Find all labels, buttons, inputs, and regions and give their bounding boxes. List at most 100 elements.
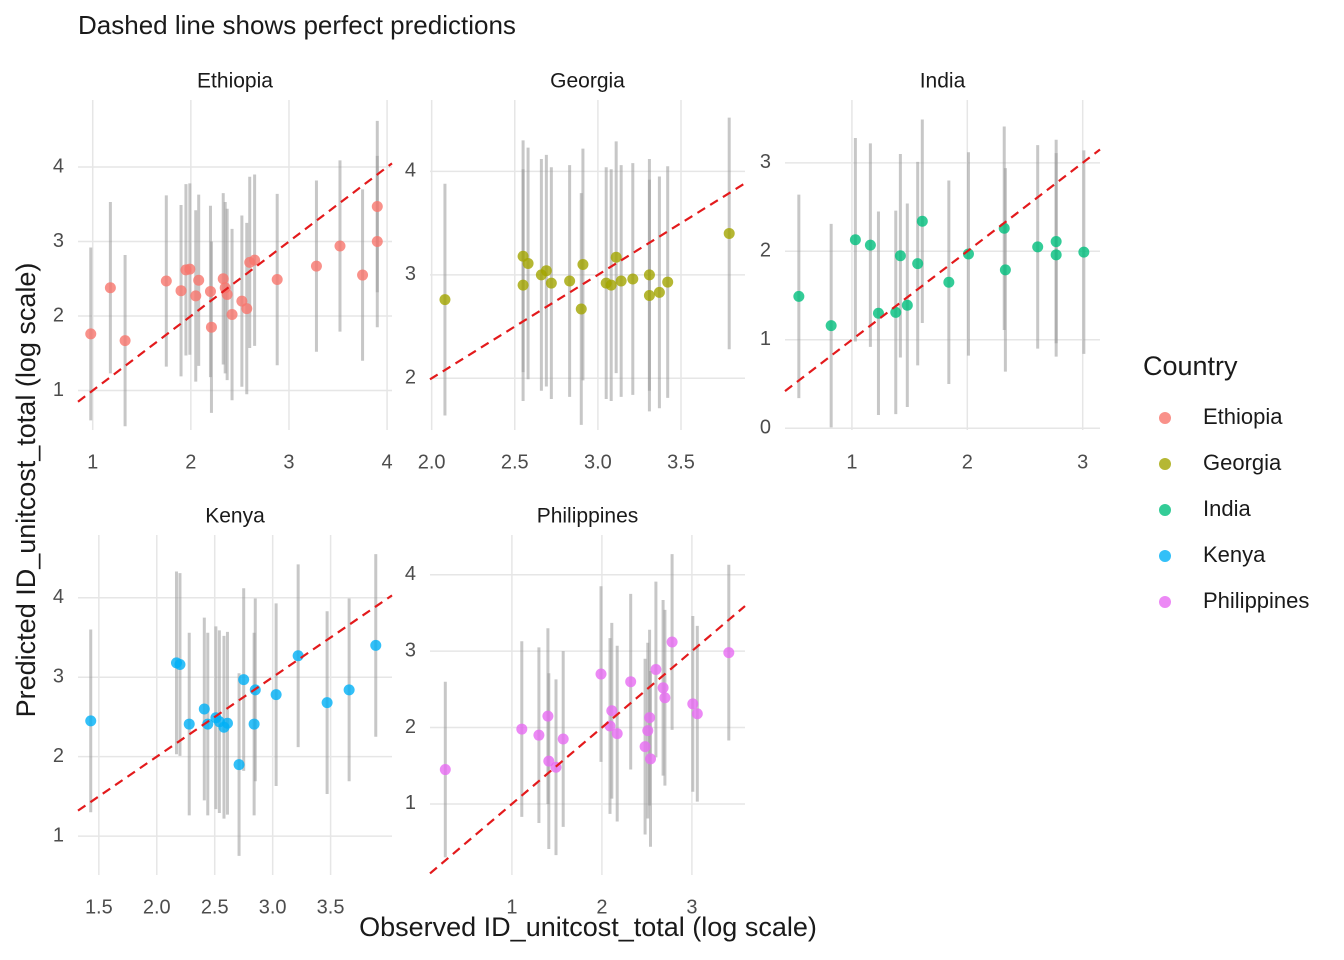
y-tick-label: 4 [53, 155, 64, 177]
point [687, 698, 699, 710]
point [793, 290, 805, 302]
point [119, 335, 131, 347]
point [184, 263, 196, 275]
point [557, 733, 569, 745]
x-axis-label: Observed ID_unitcost_total (log scale) [359, 912, 817, 942]
legend-marker [1159, 504, 1171, 516]
point [627, 273, 639, 285]
point [825, 320, 837, 332]
point [642, 725, 654, 737]
point [516, 723, 528, 735]
point [575, 303, 587, 315]
point [205, 321, 217, 333]
legend-label: India [1203, 496, 1251, 521]
chart-title: Dashed line shows perfect predictions [78, 10, 516, 40]
panel-title: Philippines [537, 505, 639, 528]
perfect-prediction-line [77, 162, 393, 403]
point [334, 240, 346, 252]
point [248, 718, 260, 730]
y-tick-label: 4 [405, 160, 416, 182]
x-tick-label: 3 [283, 451, 294, 473]
y-tick-label: 1 [405, 792, 416, 814]
point [605, 279, 617, 291]
x-tick-label: 2.5 [501, 451, 529, 473]
legend-label: Philippines [1203, 588, 1309, 613]
point [238, 674, 250, 686]
y-tick-label: 2 [53, 745, 64, 767]
x-tick-label: 1 [506, 896, 517, 918]
point [85, 328, 97, 340]
perfect-prediction-line [77, 594, 393, 812]
point [85, 715, 97, 727]
point [564, 275, 576, 287]
point [175, 285, 187, 297]
y-tick-label: 1 [760, 328, 771, 350]
y-axis-label: Predicted ID_unitcost_total (log scale) [11, 263, 41, 718]
point [615, 275, 627, 287]
point [662, 276, 674, 288]
point [270, 689, 282, 701]
x-tick-label: 2.0 [418, 451, 446, 473]
y-tick-label: 1 [53, 379, 64, 401]
point [653, 286, 665, 298]
point [545, 277, 557, 289]
point [1050, 249, 1062, 261]
point [723, 227, 735, 239]
point [943, 276, 955, 288]
point [723, 647, 735, 659]
legend-marker [1159, 550, 1171, 562]
perfect-prediction-line [784, 148, 1101, 392]
legend-label: Ethiopia [1203, 404, 1283, 429]
y-tick-label: 2 [760, 240, 771, 262]
point [343, 684, 355, 696]
point [190, 290, 202, 302]
legend-label: Georgia [1203, 450, 1282, 475]
point [217, 273, 229, 285]
point [439, 764, 451, 776]
x-tick-label: 3.0 [584, 451, 612, 473]
panel-title: India [920, 70, 966, 93]
x-tick-label: 2 [596, 896, 607, 918]
point [912, 258, 924, 270]
perfect-prediction-line [429, 182, 746, 381]
point [226, 309, 238, 321]
x-tick-label: 1 [846, 451, 857, 473]
point [666, 636, 678, 648]
x-tick-label: 3 [686, 896, 697, 918]
point [204, 285, 216, 297]
point [249, 254, 261, 266]
y-tick-label: 3 [405, 639, 416, 661]
x-tick-label: 4 [382, 451, 393, 473]
point [271, 274, 283, 286]
point [241, 303, 253, 315]
point [999, 264, 1011, 276]
legend-marker [1159, 596, 1171, 608]
point [643, 269, 655, 281]
point [998, 222, 1010, 234]
point [371, 201, 383, 213]
point [657, 682, 669, 694]
point [357, 269, 369, 281]
legend-label: Kenya [1203, 542, 1266, 567]
point [160, 275, 172, 287]
point [894, 250, 906, 262]
point [611, 728, 623, 740]
y-tick-label: 1 [53, 824, 64, 846]
y-tick-label: 3 [405, 263, 416, 285]
point [916, 215, 928, 227]
y-tick-label: 0 [760, 417, 771, 439]
point [292, 650, 304, 662]
point [202, 718, 214, 730]
point [643, 290, 655, 302]
panel-title: Kenya [205, 505, 265, 528]
point [371, 236, 383, 248]
point [1032, 241, 1044, 253]
x-tick-label: 2 [962, 451, 973, 473]
point [193, 274, 205, 286]
x-tick-label: 2 [185, 451, 196, 473]
panel-title: Ethiopia [197, 70, 273, 93]
y-tick-label: 3 [53, 665, 64, 687]
x-tick-label: 1.5 [85, 896, 113, 918]
x-tick-label: 3 [1077, 451, 1088, 473]
